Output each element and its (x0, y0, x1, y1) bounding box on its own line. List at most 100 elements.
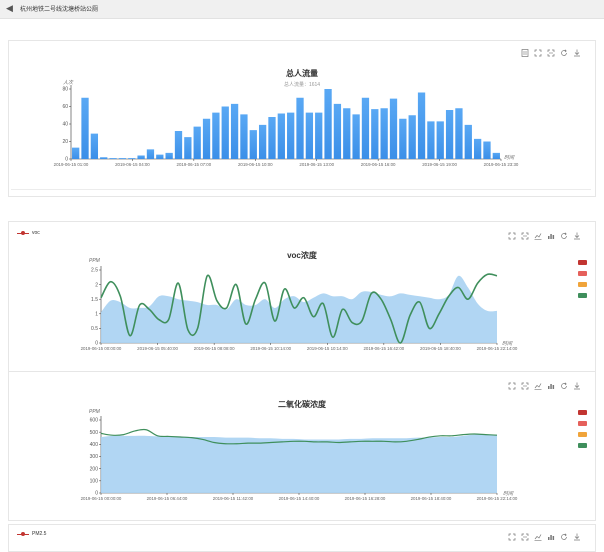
x-tick-label: 2019-06-15 14:40:00 (279, 496, 320, 501)
co2-chart-panel: 二氧化碳浓度 PPM 时间 0 100 200 300 400 500 600 2019-06… (8, 371, 596, 521)
flow-bar (258, 124, 267, 159)
pm25-chart-panel: PM2.5 (8, 524, 596, 552)
voc-legend-item[interactable]: voc (17, 230, 40, 236)
co2-x-unit: 时间 (503, 491, 514, 497)
zoom-icon[interactable] (508, 382, 516, 390)
flow-bar (174, 131, 183, 159)
download-icon[interactable] (573, 533, 581, 541)
flow-chart-title: 总人流量 (286, 69, 318, 78)
zoom-reset-icon[interactable] (521, 533, 529, 541)
x-tick-label: 2019-06-15 18:40:00 (411, 496, 452, 501)
flow-bar (473, 138, 482, 159)
visualmap-piece[interactable] (578, 410, 587, 415)
flow-bar (81, 97, 89, 159)
line-chart-icon[interactable] (534, 533, 542, 541)
x-tick-label: 2019-06-15 13:00 (299, 162, 334, 167)
visualmap-piece[interactable] (578, 421, 587, 426)
flow-bar (212, 112, 220, 159)
visualmap-piece[interactable] (578, 293, 587, 298)
flow-bar (408, 115, 416, 159)
visualmap-piece[interactable] (578, 271, 587, 276)
zoom-reset-icon[interactable] (521, 232, 529, 240)
x-tick-label: 2019-06-15 23:30 (484, 162, 519, 167)
line-chart-icon[interactable] (534, 382, 542, 390)
y-tick-label: 400 (90, 442, 99, 448)
visualmap-piece[interactable] (578, 443, 587, 448)
zoom-reset-icon[interactable] (547, 49, 555, 57)
flow-bar (221, 106, 229, 159)
x-tick-label: 2019-06-15 16:42:00 (363, 346, 404, 351)
download-icon[interactable] (573, 382, 581, 390)
flow-bar (230, 103, 239, 159)
voc-area-series (101, 275, 497, 343)
flow-bar (193, 126, 201, 159)
co2-toolbar (508, 382, 581, 390)
flow-bar (118, 158, 127, 159)
visualmap-piece[interactable] (578, 432, 587, 437)
legend-marker-icon (17, 532, 29, 536)
y-tick-label: 0.5 (91, 326, 98, 332)
flow-bar (380, 108, 388, 159)
restore-icon[interactable] (560, 49, 568, 57)
flow-bar (156, 154, 164, 159)
flow-bar (445, 110, 454, 159)
x-tick-label: 2019-06-15 00:00:00 (81, 496, 122, 501)
flow-bar (455, 108, 463, 159)
bar-chart-icon[interactable] (547, 382, 555, 390)
x-tick-label: 2019-06-15 00:00:00 (81, 346, 122, 351)
flow-bar (240, 114, 248, 159)
y-tick-label: 200 (90, 466, 99, 472)
flow-bar (399, 118, 407, 159)
x-tick-label: 2019-06-15 10:00 (238, 162, 273, 167)
flow-bar (324, 89, 332, 159)
download-icon[interactable] (573, 49, 581, 57)
data-view-icon[interactable] (521, 49, 529, 57)
flow-bar (427, 121, 435, 159)
x-tick-label: 2019-06-15 06:44:00 (147, 496, 188, 501)
download-icon[interactable] (573, 232, 581, 240)
restore-icon[interactable] (560, 382, 568, 390)
y-tick-label: 600 (90, 418, 99, 424)
line-chart-icon[interactable] (534, 232, 542, 240)
top-bar: ◀ 杭州地铁二号线沈塘桥站公厕 (0, 0, 604, 19)
pm25-legend-item[interactable]: PM2.5 (17, 531, 46, 537)
restore-icon[interactable] (560, 232, 568, 240)
bar-chart-icon[interactable] (547, 533, 555, 541)
y-tick-label: 2 (95, 282, 98, 288)
y-tick-label: 1 (95, 312, 98, 318)
y-tick-label: 0 (95, 491, 98, 497)
x-tick-label: 2019-06-15 01:00 (54, 162, 89, 167)
flow-bar (464, 124, 472, 159)
co2-area-chart: 0 100 200 300 400 500 600 2019-06-15 00:00:00 20… (81, 416, 518, 501)
flow-bar (100, 157, 108, 159)
zoom-reset-icon[interactable] (521, 382, 529, 390)
visualmap-piece[interactable] (578, 282, 587, 287)
y-tick-label: 0 (95, 341, 98, 347)
restore-icon[interactable] (560, 533, 568, 541)
flow-bar (109, 158, 117, 159)
x-tick-label: 2019-06-15 07:00 (177, 162, 212, 167)
flow-bar (389, 98, 398, 159)
flow-chart-panel: 总人流量 总人流量：1614 人次 时间 0 20 40 60 80 2019-06-15… (8, 40, 596, 197)
flow-bar (287, 112, 295, 159)
zoom-icon[interactable] (534, 49, 542, 57)
zoom-icon[interactable] (508, 232, 516, 240)
y-tick-label: 2.5 (91, 268, 98, 274)
back-arrow-icon[interactable]: ◀ (6, 3, 13, 13)
co2-line-series (100, 428, 498, 445)
flow-bar (90, 133, 99, 159)
x-tick-label: 2019-06-15 22:14:00 (477, 346, 518, 351)
flow-bar (483, 141, 491, 159)
flow-bar (128, 158, 136, 159)
flow-x-unit: 时间 (504, 155, 515, 161)
x-tick-label: 2019-06-15 10:14:00 (307, 346, 348, 351)
zoom-icon[interactable] (508, 533, 516, 541)
legend-marker-icon (17, 231, 29, 235)
x-tick-label: 2019-06-15 11:42:00 (213, 496, 254, 501)
visualmap-piece[interactable] (578, 260, 587, 265)
bar-chart-icon[interactable] (547, 232, 555, 240)
voc-area-chart: 0 0.5 1 1.5 2 2.5 2019-06-15 00:00:00 2019-06-1… (81, 266, 518, 351)
y-tick-label: 0 (65, 157, 68, 163)
voc-line-series (100, 273, 498, 344)
flow-bar (305, 112, 314, 159)
